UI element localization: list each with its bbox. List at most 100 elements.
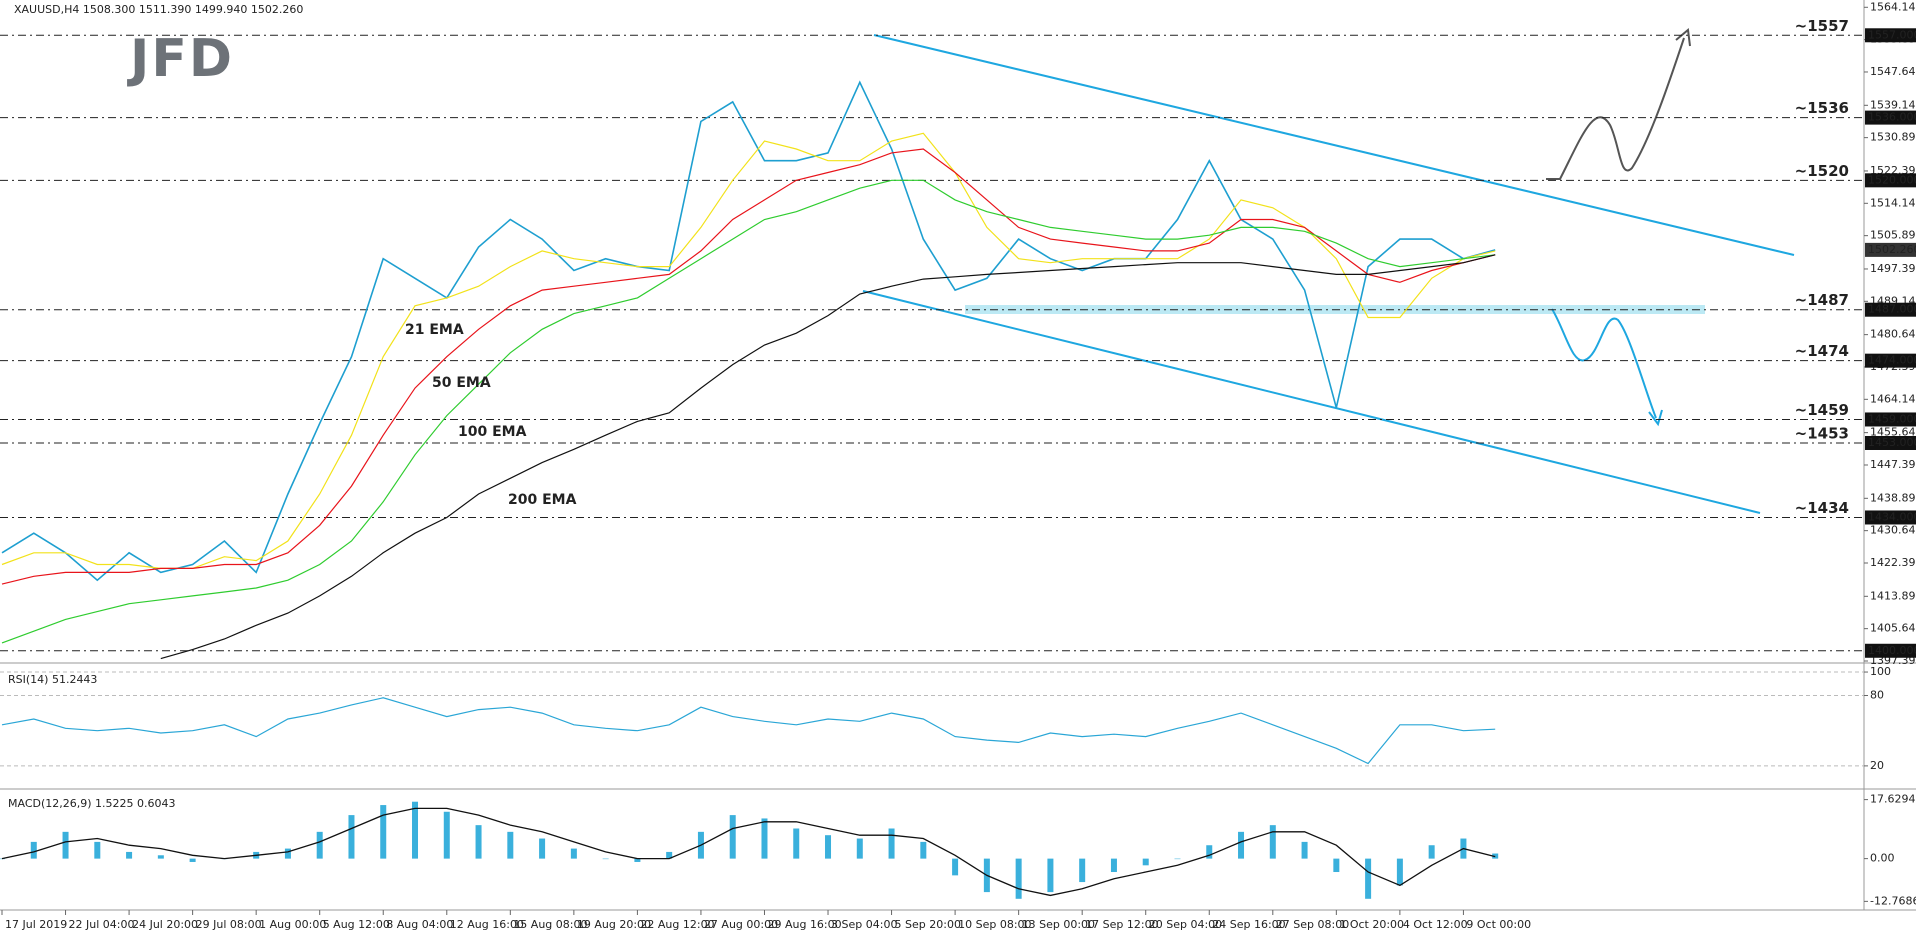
x-tick-label: 17 Sep 12:00 bbox=[1085, 918, 1158, 931]
level-box bbox=[1865, 173, 1916, 188]
histogram-bar bbox=[126, 851, 133, 859]
histogram-bar bbox=[666, 851, 673, 859]
x-tick-label: 29 Jul 08:00 bbox=[196, 918, 262, 931]
histogram-bar bbox=[30, 841, 37, 859]
x-tick-label: 1 Aug 00:00 bbox=[259, 918, 326, 931]
scenario-up bbox=[1546, 37, 1685, 180]
level-label: 1474.000 bbox=[1868, 354, 1916, 367]
x-tick-label: 1 Oct 20:00 bbox=[1339, 918, 1404, 931]
channel-upper bbox=[873, 34, 1795, 256]
level-note: ~1487 bbox=[1795, 291, 1849, 309]
series-line bbox=[1, 132, 1496, 569]
x-tick-label: 3 Sep 04:00 bbox=[831, 918, 897, 931]
x-tick-label: 27 Sep 08:00 bbox=[1276, 918, 1349, 931]
y-tick-label: 1539.140 bbox=[1870, 98, 1916, 111]
level-box bbox=[1865, 353, 1916, 368]
y-tick-label: 1430.640 bbox=[1870, 524, 1916, 537]
histogram-bar bbox=[475, 825, 482, 859]
histogram-bar bbox=[507, 831, 514, 859]
arrow-head bbox=[1675, 28, 1691, 47]
level-box bbox=[1865, 28, 1916, 43]
histogram-bar bbox=[62, 831, 69, 859]
x-tick-label: 9 Oct 00:00 bbox=[1466, 918, 1531, 931]
x-tick-label: 24 Sep 16:00 bbox=[1212, 918, 1285, 931]
histogram-bar bbox=[825, 835, 832, 859]
histogram-bar bbox=[952, 858, 959, 876]
histogram-bar bbox=[729, 815, 736, 859]
ema-label: 50 EMA bbox=[432, 375, 491, 391]
level-label: 1487.000 bbox=[1868, 303, 1916, 316]
last-price-box bbox=[1865, 242, 1916, 257]
y-tick-label: 1497.390 bbox=[1870, 262, 1916, 275]
level-label: 1459.000 bbox=[1868, 412, 1916, 425]
level-note: ~1434 bbox=[1795, 499, 1849, 517]
y-tick-label: 0.00 bbox=[1870, 852, 1895, 865]
y-tick-label: -12.7686 bbox=[1870, 894, 1916, 907]
y-tick-label: 1514.140 bbox=[1870, 196, 1916, 209]
x-tick-label: 27 Aug 00:00 bbox=[704, 918, 778, 931]
y-tick-label: 20 bbox=[1870, 759, 1884, 772]
x-tick-label: 17 Jul 2019 bbox=[5, 918, 67, 931]
x-tick-label: 13 Sep 00:00 bbox=[1022, 918, 1095, 931]
y-tick-label: 17.6294 bbox=[1870, 793, 1916, 806]
histogram-bar bbox=[412, 801, 419, 859]
histogram-bar bbox=[94, 841, 101, 859]
x-tick-label: 5 Aug 12:00 bbox=[323, 918, 390, 931]
ema-label: 100 EMA bbox=[458, 424, 527, 440]
histogram-bar bbox=[570, 848, 577, 859]
level-label: 1536.000 bbox=[1868, 111, 1916, 124]
chart-title: XAUUSD,H4 1508.300 1511.390 1499.940 150… bbox=[14, 3, 303, 16]
x-tick-label: 4 Oct 12:00 bbox=[1403, 918, 1468, 931]
histogram-bar bbox=[284, 848, 291, 859]
level-box bbox=[1865, 643, 1916, 658]
level-note: ~1536 bbox=[1795, 99, 1849, 117]
channel-lower bbox=[862, 290, 1761, 514]
level-box bbox=[1865, 302, 1916, 317]
histogram-bar bbox=[1015, 858, 1022, 899]
histogram-bar bbox=[1333, 858, 1340, 873]
x-tick-label: 15 Aug 08:00 bbox=[513, 918, 587, 931]
x-tick-label: 19 Aug 20:00 bbox=[577, 918, 651, 931]
x-tick-label: 5 Sep 20:00 bbox=[895, 918, 961, 931]
ema-label: 200 EMA bbox=[508, 492, 577, 508]
y-tick-label: 1480.640 bbox=[1870, 328, 1916, 341]
level-label: 1434.000 bbox=[1868, 510, 1916, 523]
level-note: ~1474 bbox=[1795, 342, 1849, 360]
histogram-bar bbox=[1301, 841, 1308, 859]
histogram-bar bbox=[157, 855, 164, 859]
level-note: ~1459 bbox=[1795, 401, 1849, 419]
macd-title: MACD(12,26,9) 1.5225 0.6043 bbox=[8, 797, 176, 810]
histogram-bar bbox=[1110, 858, 1117, 873]
y-tick-label: 1547.640 bbox=[1870, 65, 1916, 78]
y-tick-label: 1564.140 bbox=[1870, 0, 1916, 13]
scenario-down bbox=[1551, 308, 1657, 419]
histogram-bar bbox=[1174, 858, 1181, 860]
y-tick-label: 1505.890 bbox=[1870, 229, 1916, 242]
y-tick-label: 1438.890 bbox=[1870, 491, 1916, 504]
histogram-bar bbox=[380, 805, 387, 859]
x-tick-label: 24 Jul 20:00 bbox=[132, 918, 198, 931]
rsi-title: RSI(14) 51.2443 bbox=[8, 673, 97, 686]
histogram-bar bbox=[1047, 858, 1054, 893]
histogram-bar bbox=[1238, 831, 1245, 859]
series-line bbox=[1, 807, 1496, 897]
logo: JFD bbox=[127, 29, 234, 89]
x-tick-label: 22 Aug 12:00 bbox=[640, 918, 714, 931]
histogram-bar bbox=[793, 828, 800, 859]
level-box bbox=[1865, 435, 1916, 450]
x-tick-label: 20 Sep 04:00 bbox=[1149, 918, 1222, 931]
last-price-label: 1502.260 bbox=[1868, 243, 1916, 256]
histogram-bar bbox=[602, 858, 609, 860]
series-line bbox=[1, 697, 1496, 765]
y-tick-label: 100 bbox=[1870, 665, 1891, 678]
series-line bbox=[1, 179, 1496, 644]
histogram-bar bbox=[761, 818, 768, 859]
histogram-bar bbox=[634, 858, 641, 862]
x-tick-label: 12 Aug 16:00 bbox=[450, 918, 524, 931]
y-tick-label: 1413.890 bbox=[1870, 589, 1916, 602]
histogram-bar bbox=[856, 838, 863, 859]
histogram-bar bbox=[348, 815, 355, 859]
y-tick-label: 1530.890 bbox=[1870, 131, 1916, 144]
y-tick-label: 1455.640 bbox=[1870, 426, 1916, 439]
